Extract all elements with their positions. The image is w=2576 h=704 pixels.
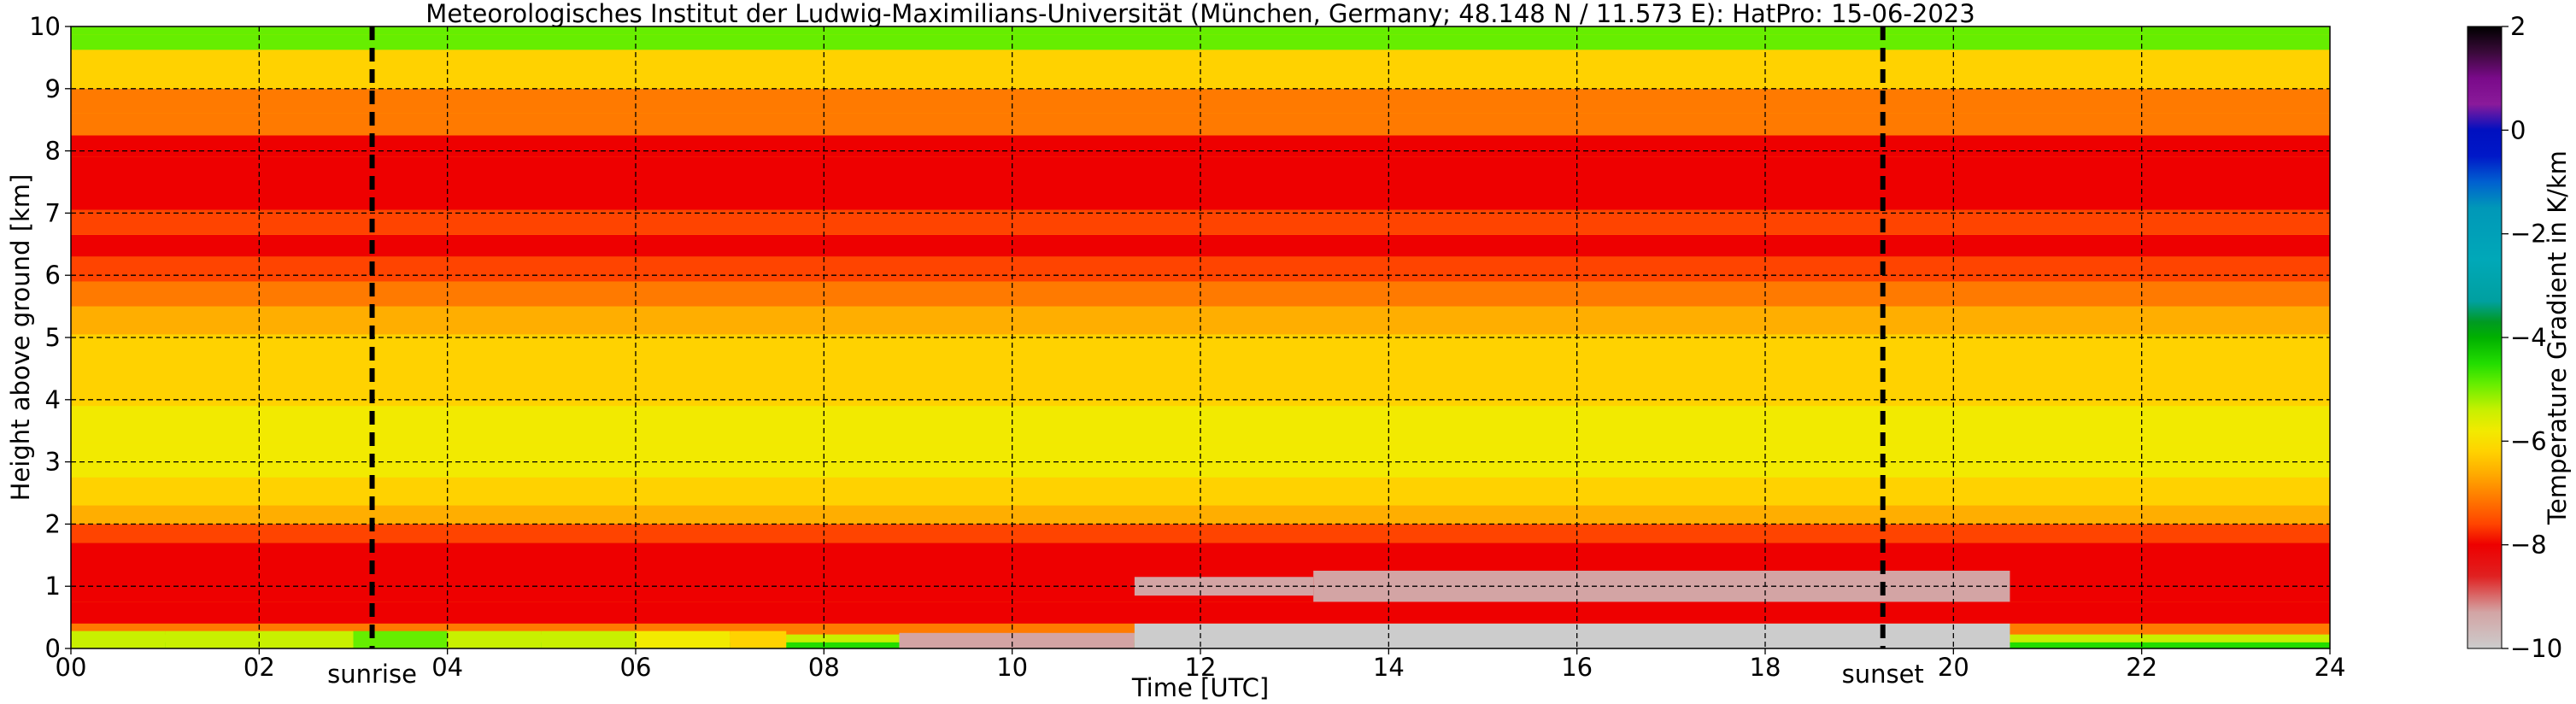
x-tick-label: 00 xyxy=(56,653,87,682)
sun-annotations: sunrise sunset xyxy=(327,26,1924,689)
chart-title: Meteorologisches Institut der Ludwig-Max… xyxy=(425,0,1975,28)
x-tick-label: 22 xyxy=(2126,653,2157,682)
y-axis: 0 1 2 3 4 5 6 7 8 9 10 xyxy=(29,12,71,663)
x-tick-label: 10 xyxy=(996,653,1028,682)
heatmap-cell xyxy=(1134,577,1314,596)
x-tick-label: 02 xyxy=(244,653,275,682)
y-tick-label: 3 xyxy=(45,448,61,477)
heatmap-row xyxy=(71,209,2330,235)
x-tick-label: 06 xyxy=(620,653,652,682)
x-tick-label: 12 xyxy=(1185,653,1217,682)
heatmap-cell xyxy=(71,631,166,648)
heatmap-cell xyxy=(636,631,731,648)
y-tick-label: 0 xyxy=(45,634,61,663)
heatmap-cell xyxy=(165,631,260,648)
x-tick-label: 20 xyxy=(1938,653,1969,682)
y-tick-label: 2 xyxy=(45,509,61,538)
y-axis-label: Height above ground [km] xyxy=(6,174,35,502)
heatmap-cell xyxy=(447,631,542,648)
heatmap-cell xyxy=(353,631,448,648)
heatmap-row xyxy=(71,182,2330,210)
x-tick-label: 16 xyxy=(1561,653,1593,682)
colorbar-tick-label: −2 xyxy=(2510,220,2547,249)
heatmap-row xyxy=(71,88,2330,114)
y-tick-label: 10 xyxy=(29,12,61,41)
y-tick-label: 5 xyxy=(45,323,61,352)
y-tick-label: 7 xyxy=(45,198,61,227)
heatmap-cell xyxy=(541,631,636,648)
heatmap-boundary-layer xyxy=(71,631,787,648)
grid-lines xyxy=(71,26,2330,648)
x-tick-label: 18 xyxy=(1750,653,1781,682)
heatmap-cell xyxy=(730,631,787,648)
heatmap-cell xyxy=(899,632,1135,648)
y-tick-label: 9 xyxy=(45,74,61,103)
colorbar-tick-label: −8 xyxy=(2510,531,2547,560)
y-tick-label: 4 xyxy=(45,385,61,414)
colorbar-tick-label: −4 xyxy=(2510,323,2547,352)
colorbar-tick-label: −10 xyxy=(2510,634,2562,663)
heatmap-row xyxy=(71,156,2330,182)
y-tick-label: 8 xyxy=(45,137,61,166)
x-axis: 00 02 04 06 08 10 12 14 16 18 20 22 24 xyxy=(56,648,2346,682)
x-axis-label: Time [UTC] xyxy=(1131,673,1269,702)
x-tick-label: 08 xyxy=(808,653,840,682)
colorbar-label: Temperature Gradient in K/km xyxy=(2543,150,2572,525)
y-tick-label: 6 xyxy=(45,261,61,290)
colorbar-gradient xyxy=(2467,26,2503,649)
colorbar-tick-label: 0 xyxy=(2510,115,2526,144)
colorbar-ticks: 2 0 −2 −4 −6 −8 −10 xyxy=(2502,12,2562,663)
x-tick-label: 04 xyxy=(431,653,463,682)
x-tick-label: 24 xyxy=(2315,653,2346,682)
heatmap-cell xyxy=(259,631,354,648)
colorbar-tick-label: −6 xyxy=(2510,426,2547,455)
sunset-label: sunset xyxy=(1842,660,1924,689)
sunrise-label: sunrise xyxy=(327,660,417,689)
colorbar-tick-label: 2 xyxy=(2510,12,2526,41)
x-tick-label: 14 xyxy=(1373,653,1405,682)
heatmap-cell xyxy=(1134,623,2010,648)
colorbar: 2 0 −2 −4 −6 −8 −10 Temperature Gradient in K/… xyxy=(2467,12,2572,663)
y-tick-label: 1 xyxy=(45,572,61,601)
